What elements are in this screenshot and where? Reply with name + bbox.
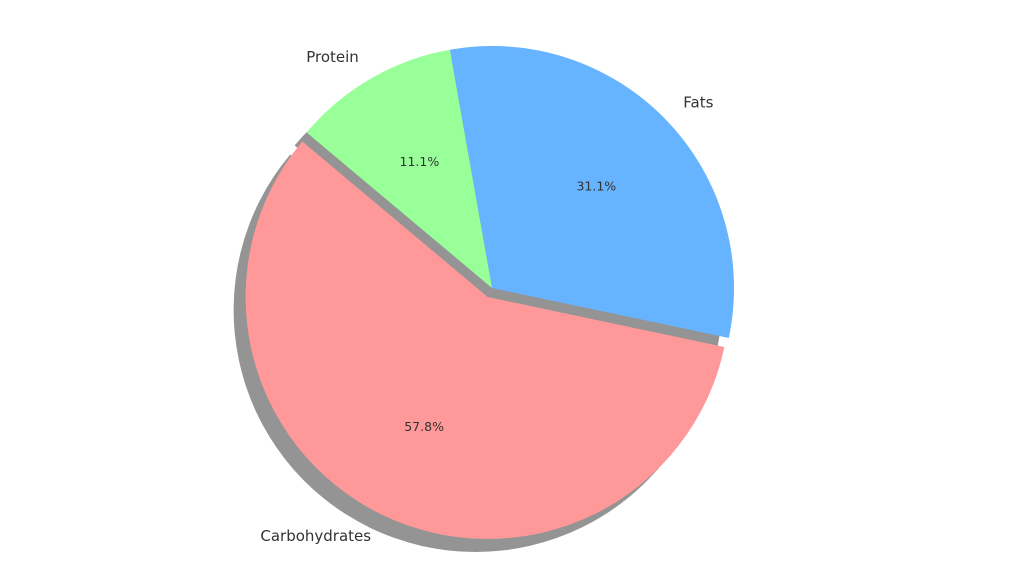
pct-label-fats: 31.1% <box>576 179 616 194</box>
pct-label-protein: 11.1% <box>400 154 440 169</box>
slice-label-protein: Protein <box>306 48 359 66</box>
slice-label-carbohydrates: Carbohydrates <box>260 527 371 545</box>
slice-fats <box>449 46 734 338</box>
slice-carbohydrates <box>245 141 725 540</box>
slice-label-fats: Fats <box>683 93 713 111</box>
pct-label-carbohydrates: 57.8% <box>404 419 444 434</box>
slice-layer <box>245 46 734 540</box>
label-layer: Carbohydrates Fats Protein 57.8% 31.1% 1… <box>260 48 713 545</box>
slice-protein <box>306 49 492 289</box>
